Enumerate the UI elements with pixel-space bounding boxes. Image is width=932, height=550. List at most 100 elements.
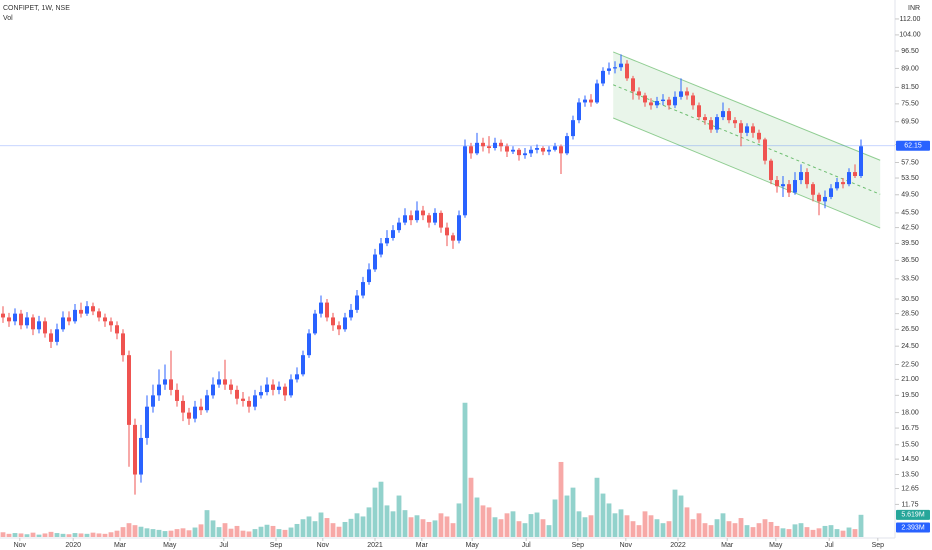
volume-bar (240, 530, 246, 537)
y-tick-label: 11.75 (902, 501, 919, 508)
candle-body (775, 180, 779, 187)
volume-bar (78, 533, 84, 537)
volume-bar (60, 533, 66, 537)
volume-bar (546, 525, 552, 537)
candle-body (451, 235, 455, 241)
volume-bar (588, 515, 594, 537)
volume-bar (126, 523, 132, 537)
x-tick-label: Jul (522, 542, 531, 549)
volume-bar (216, 527, 222, 537)
volume-bar (294, 523, 300, 537)
volume-bar (396, 495, 402, 537)
candle-body (613, 67, 617, 69)
volume-bar (384, 505, 390, 537)
candle-body (811, 184, 815, 195)
volume-bar (624, 515, 630, 537)
volume-bar (822, 525, 828, 537)
volume-bar (828, 525, 834, 537)
candle-body (127, 355, 131, 425)
candle-body (79, 309, 83, 314)
candle-body (649, 102, 653, 106)
candle-body (535, 148, 539, 150)
y-tick-label: 104.00 (899, 32, 921, 39)
y-tick-label: 16.75 (901, 425, 919, 432)
volume-bar (30, 532, 36, 537)
candle-body (427, 215, 431, 223)
volume-bar (540, 519, 546, 537)
candle-body (553, 146, 557, 150)
volume-bar (204, 510, 210, 537)
candle-body (697, 105, 701, 118)
volume-bar (528, 514, 534, 537)
y-tick-label: 42.50 (901, 224, 919, 231)
volume-bar (654, 519, 660, 537)
x-tick-label: 2021 (367, 542, 383, 549)
candle-body (715, 117, 719, 130)
candle-body (25, 317, 29, 326)
volume-bar (474, 497, 480, 537)
candle-body (763, 139, 767, 161)
volume-bar (108, 532, 114, 537)
candle-body (481, 142, 485, 147)
candle-body (757, 132, 761, 140)
volume-bar (696, 513, 702, 537)
y-tick-label: 45.50 (901, 210, 919, 217)
candle-body (277, 386, 281, 390)
y-tick-label: 36.50 (901, 257, 919, 264)
volume-bar (354, 513, 360, 537)
candle-body (169, 379, 173, 390)
candle-body (625, 63, 629, 79)
volume-bar (48, 531, 54, 537)
candle-body (859, 146, 863, 177)
volume-bar (762, 519, 768, 537)
volume-bar (318, 512, 324, 537)
candle-body (841, 182, 845, 185)
candle-body (379, 243, 383, 255)
volume-bar (150, 529, 156, 537)
volume-bar (720, 513, 726, 537)
candle-body (37, 321, 41, 330)
volume-bar (366, 507, 372, 537)
candle-body (547, 149, 551, 152)
candle-body (583, 99, 587, 103)
last-volume-label: 5.619M (901, 512, 925, 519)
candle-body (745, 126, 749, 133)
volume-bar (738, 518, 744, 537)
candle-body (601, 70, 605, 84)
volume-bar (258, 526, 264, 537)
candle-body (151, 395, 155, 407)
volume-bar (420, 519, 426, 537)
volume-bar (786, 529, 792, 537)
volume-bar (270, 525, 276, 537)
volume-bar (582, 517, 588, 537)
candle-body (415, 210, 419, 221)
volume-bar (234, 525, 240, 537)
volume-bar (324, 518, 330, 537)
volume-bar (840, 530, 846, 537)
x-tick-label: Mar (114, 542, 127, 549)
volume-bar (132, 525, 138, 537)
candle-body (793, 180, 797, 193)
volume-bar (708, 525, 714, 537)
x-tick-label: Nov (620, 542, 633, 549)
candle-body (817, 194, 821, 202)
volume-bar (360, 516, 366, 537)
volume-bar (120, 527, 126, 537)
y-tick-label: 14.50 (901, 456, 919, 463)
volume-bar (426, 521, 432, 537)
x-tick-label: May (769, 542, 783, 549)
candle-body (595, 83, 599, 103)
candle-body (787, 184, 791, 193)
x-tick-label: Sep (872, 542, 885, 549)
volume-bar (24, 534, 30, 537)
volume-bar (192, 527, 198, 537)
volume-ma-label: 2.393M (901, 524, 925, 531)
volume-bar (186, 530, 192, 537)
volume-bar (666, 521, 672, 537)
last-price-label: 62.15 (904, 143, 922, 150)
channel-upper (613, 51, 881, 161)
candle-body (835, 182, 839, 189)
volume-bar (834, 529, 840, 537)
x-tick-label: Jul (219, 542, 228, 549)
